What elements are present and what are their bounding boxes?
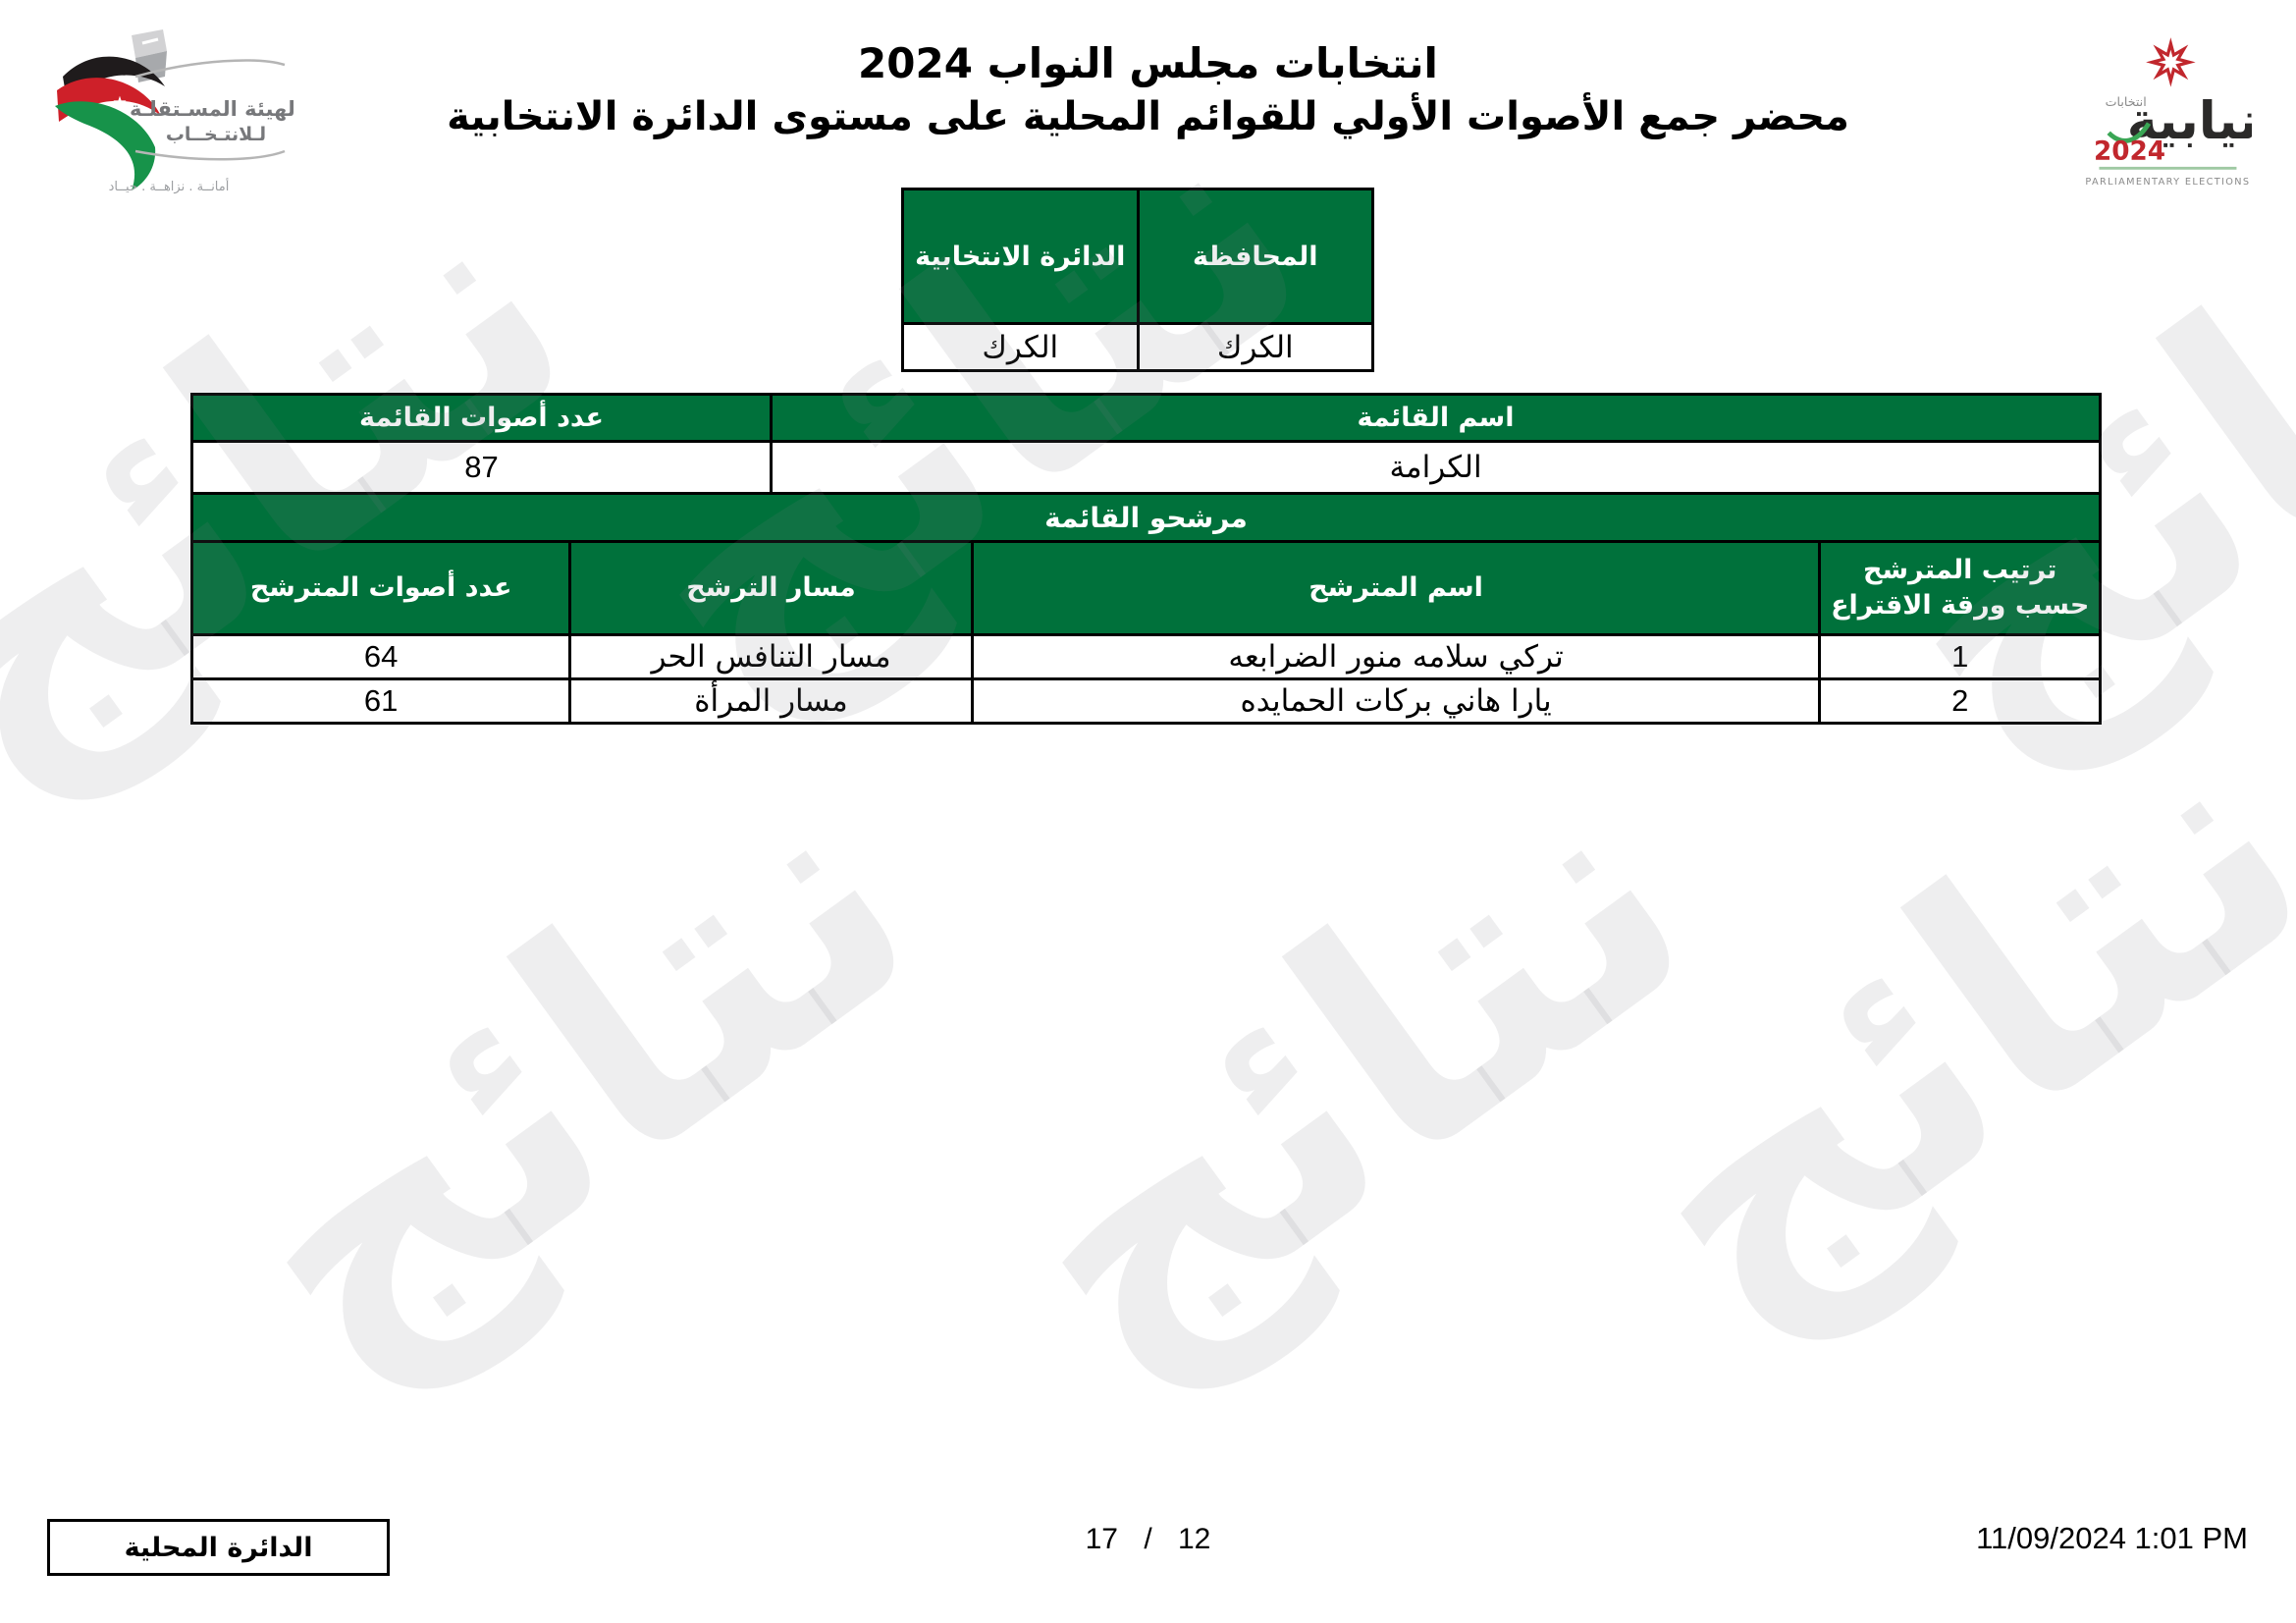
watermark-glyph: نتائج [1559, 658, 2296, 1394]
col-header-order: ترتيب المترشح حسب ورقة الاقتراع [1818, 540, 2102, 636]
candidates-banner-table: مرشحو القائمة [190, 492, 2102, 543]
logo-word-main: نيابية [2127, 91, 2252, 151]
candidates-banner: مرشحو القائمة [190, 492, 2102, 543]
elections-2024-logo-graphic: نيابية انتخابات 2024 PARLIAMENTARY ELECT… [2085, 37, 2259, 188]
logo-year: 2024 [2094, 137, 2165, 167]
candidate-votes: 64 [189, 633, 572, 680]
candidate-row: 1 تركي سلامه منور الضرابعه مسار التنافس … [189, 633, 2102, 680]
candidate-row: 2 يارا هاني بركات الحمايده مسار المرأة 6… [189, 677, 2102, 725]
flag-swoosh-green [55, 101, 156, 190]
governorate-header-cell: المحافظة [1136, 188, 1374, 325]
candidate-name: تركي سلامه منور الضرابعه [970, 633, 1822, 680]
candidate-name: يارا هاني بركات الحمايده [970, 677, 1822, 725]
footer-district-label: الدائرة المحلية [47, 1519, 390, 1576]
title-line2: محضر جمع الأصوات الأولي للقوائم المحلية … [447, 94, 1849, 139]
watermark-glyph: نتائج [165, 707, 979, 1443]
title-line1: انتخابات مجلس النواب 2024 [858, 39, 1438, 87]
list-name-value-cell: الكرامة [770, 440, 2102, 495]
results-table: اسم القائمة عدد أصوات القائمة الكرامة 87… [189, 393, 2102, 725]
logo-word-small: انتخابات [2106, 94, 2147, 109]
governorate-value-cell: الكرك [1136, 322, 1374, 372]
iec-tagline: أمانــة . نزاهــة . حيــاد [109, 178, 230, 194]
ballot-box-icon [132, 29, 167, 58]
iec-name-line2: لـلانتـخــاب [166, 124, 266, 145]
candidate-track: مسار التنافس الحر [568, 633, 974, 680]
col-header-name: اسم المترشح [970, 540, 1822, 636]
candidate-order: 2 [1818, 677, 2102, 725]
district-value-cell: الكرك [901, 322, 1140, 372]
logo-subtitle: PARLIAMENTARY ELECTIONS [2085, 177, 2250, 188]
arc-bottom [134, 149, 286, 161]
flag-swoosh-red [57, 78, 161, 122]
iec-name-line1: الهيئة المسـتقلـة [130, 97, 296, 121]
print-datetime: 11/09/2024 1:01 PM [1976, 1521, 2248, 1555]
col-header-track: مسار الترشح [568, 540, 974, 636]
governorate-district-table: المحافظة الدائرة الانتخابية الكرك الكرك [901, 188, 1374, 372]
candidate-order: 1 [1818, 633, 2102, 680]
col-header-votes: عدد أصوات المترشح [189, 540, 572, 636]
iec-logo-graphic: ★ الهيئة المسـتقلـة لـلانتـخــاب أمانــة… [55, 29, 302, 194]
arc-top [134, 59, 286, 79]
list-summary-table: اسم القائمة عدد أصوات القائمة الكرامة 87 [189, 393, 2102, 495]
elections-2024-logo: نيابية انتخابات 2024 PARLIAMENTARY ELECT… [2080, 22, 2259, 198]
document-title: انتخابات مجلس النواب 2024 محضر جمع الأصو… [447, 37, 1849, 143]
list-votes-header-cell: عدد أصوات القائمة [189, 393, 774, 443]
page-number: 17 / 12 [1085, 1523, 1211, 1555]
candidate-votes: 61 [189, 677, 572, 725]
watermark-glyph: نتائج [940, 707, 1754, 1443]
candidates-header-row: ترتيب المترشح حسب ورقة الاقتراع اسم المت… [189, 540, 2102, 636]
check-swoosh-icon [2107, 122, 2152, 143]
iec-logo: ★ الهيئة المسـتقلـة لـلانتـخــاب أمانــة… [41, 26, 302, 202]
star-icon: ★ [112, 93, 127, 113]
district-header-cell: الدائرة الانتخابية [901, 188, 1140, 325]
candidates-table: ترتيب المترشح حسب ورقة الاقتراع اسم المت… [189, 540, 2102, 725]
candidate-track: مسار المرأة [568, 677, 974, 725]
flag-swoosh-black [63, 56, 165, 100]
list-name-header-cell: اسم القائمة [770, 393, 2102, 443]
list-votes-value-cell: 87 [189, 440, 774, 495]
